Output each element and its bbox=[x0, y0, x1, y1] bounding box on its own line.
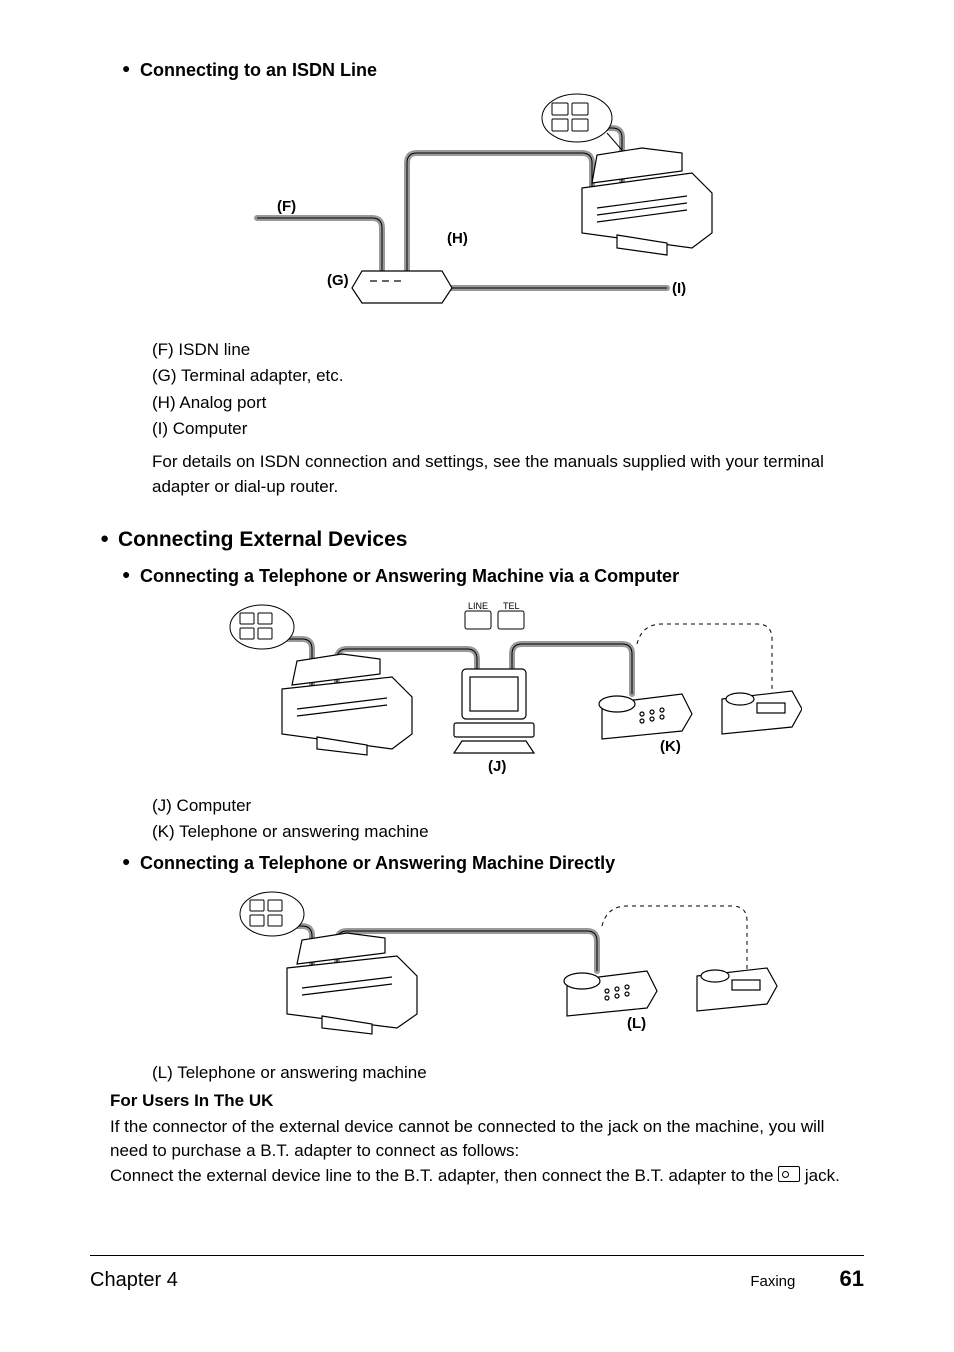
legend-l: (L) Telephone or answering machine bbox=[152, 1060, 864, 1086]
h2-external: Connecting External Devices bbox=[100, 528, 864, 552]
label-g: (G) bbox=[327, 272, 349, 289]
h3-via-computer: Connecting a Telephone or Answering Mach… bbox=[100, 566, 864, 587]
label-k: (K) bbox=[660, 738, 681, 755]
label-tel: TEL bbox=[503, 601, 520, 611]
note-body-2b: jack. bbox=[800, 1166, 840, 1185]
legend-k: (K) Telephone or answering machine bbox=[152, 819, 864, 845]
note-body-1: If the connector of the external device … bbox=[100, 1115, 864, 1164]
note-body-2a: Connect the external device line to the … bbox=[110, 1166, 778, 1185]
footer-chapter: Chapter 4 bbox=[90, 1269, 178, 1292]
legend-h: (H) Analog port bbox=[152, 390, 864, 416]
legend-j: (J) Computer bbox=[152, 793, 864, 819]
label-h: (H) bbox=[447, 230, 468, 247]
label-f: (F) bbox=[277, 198, 296, 215]
label-l: (L) bbox=[627, 1015, 646, 1032]
note-title: For Users In The UK bbox=[100, 1091, 864, 1111]
isdn-note: For details on ISDN connection and setti… bbox=[100, 450, 864, 499]
legend-direct: (L) Telephone or answering machine bbox=[100, 1060, 864, 1086]
footer-page: 61 bbox=[840, 1266, 864, 1291]
footer-section: Faxing bbox=[750, 1273, 795, 1290]
h3-isdn: Connecting to an ISDN Line bbox=[100, 60, 864, 81]
label-i: (I) bbox=[672, 280, 686, 297]
legend-i: (I) Computer bbox=[152, 416, 864, 442]
jack-icon bbox=[778, 1166, 800, 1182]
h3-direct: Connecting a Telephone or Answering Mach… bbox=[100, 853, 864, 874]
legend-isdn: (F) ISDN line (G) Terminal adapter, etc.… bbox=[100, 337, 864, 442]
note-body-2: Connect the external device line to the … bbox=[100, 1164, 864, 1189]
label-j: (J) bbox=[488, 758, 506, 775]
diagram-isdn: (F) (G) (H) (I) bbox=[100, 93, 864, 323]
diagram-direct: (L) bbox=[100, 886, 864, 1046]
legend-g: (G) Terminal adapter, etc. bbox=[152, 363, 864, 389]
legend-via-computer: (J) Computer (K) Telephone or answering … bbox=[100, 793, 864, 846]
legend-f: (F) ISDN line bbox=[152, 337, 864, 363]
page-footer: Chapter 4 Faxing 61 bbox=[90, 1255, 864, 1292]
label-line: LINE bbox=[468, 601, 488, 611]
diagram-via-computer: LINE TEL bbox=[100, 599, 864, 779]
